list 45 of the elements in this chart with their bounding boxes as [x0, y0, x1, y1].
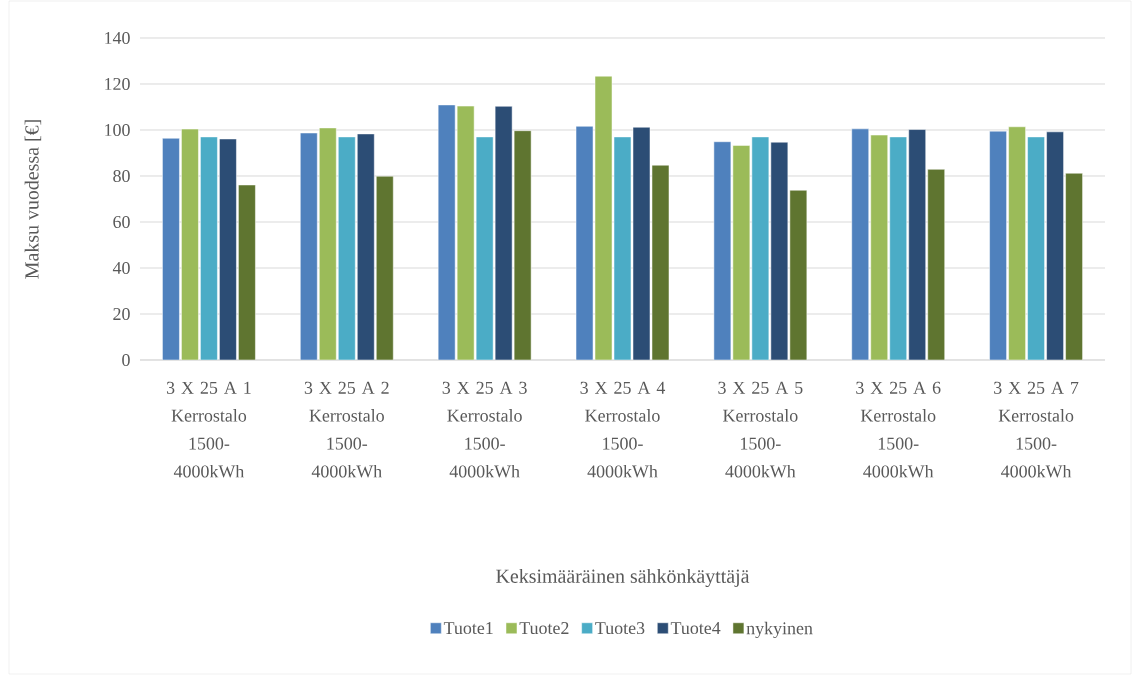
x-tick-label: 3 X 25 A 4 Kerrostalo 1500-4000kWh: [580, 381, 666, 478]
x-axis-title: Keksimääräinen sähkönkäyttäjä: [496, 568, 750, 588]
bar: [376, 175, 394, 360]
x-tick-label: 3 X 25 A 2 Kerrostalo 1500-4000kWh: [304, 381, 389, 478]
bar: [357, 133, 375, 360]
y-tick-label: 140: [105, 31, 130, 45]
x-tick-label: 3 X 25 A 1 Kerrostalo 1500-4000kWh: [166, 381, 251, 478]
x-tick-label: 3 X 25 A 7 Kerrostalo 1500-4000kWh: [994, 381, 1079, 478]
y-tick-label: 100: [105, 123, 130, 137]
y-tick-label: 60: [113, 215, 130, 229]
bar: [300, 132, 318, 360]
y-tick-label: 80: [113, 169, 130, 183]
y-tick-label: 120: [105, 77, 130, 91]
bar: [989, 130, 1007, 360]
bar: [1027, 136, 1045, 360]
x-tick-label: 3 X 25 A 5 Kerrostalo 1500-4000kWh: [718, 381, 803, 478]
legend-label: Tuote3: [595, 622, 645, 635]
y-axis-title: Maksu vuodessa [€]: [24, 120, 42, 279]
bar: [456, 105, 475, 360]
bar: [200, 136, 218, 360]
y-tick-label: 40: [112, 261, 130, 275]
bar: [238, 184, 256, 360]
bar: [1008, 126, 1026, 360]
x-tick-label: 3 X 25 A 6 Kerrostalo 1500-4000kWh: [856, 381, 941, 478]
legend-label: Tuote2: [519, 622, 569, 635]
y-tick-label: 20: [113, 307, 130, 321]
bar: [889, 136, 907, 360]
bar: [851, 128, 869, 360]
x-tick-label: 3 X 25 A 3 Kerrostalo 1500-4000kWh: [442, 381, 527, 478]
legend-label: Tuote4: [670, 622, 721, 635]
bar: [789, 190, 808, 360]
bar: [908, 129, 926, 360]
bar: [162, 138, 180, 360]
legend-label: Tuote1: [443, 622, 493, 635]
bar: [1065, 172, 1083, 360]
legend-label: nykyinen: [746, 621, 813, 639]
bar: [338, 136, 356, 360]
bar: [1046, 131, 1064, 360]
y-tick-label: 0: [122, 353, 130, 367]
bar: [927, 169, 945, 360]
bar: [219, 138, 237, 360]
bar: [437, 104, 456, 360]
bar: [319, 127, 337, 360]
bar: [870, 134, 888, 360]
bar: [181, 129, 199, 360]
